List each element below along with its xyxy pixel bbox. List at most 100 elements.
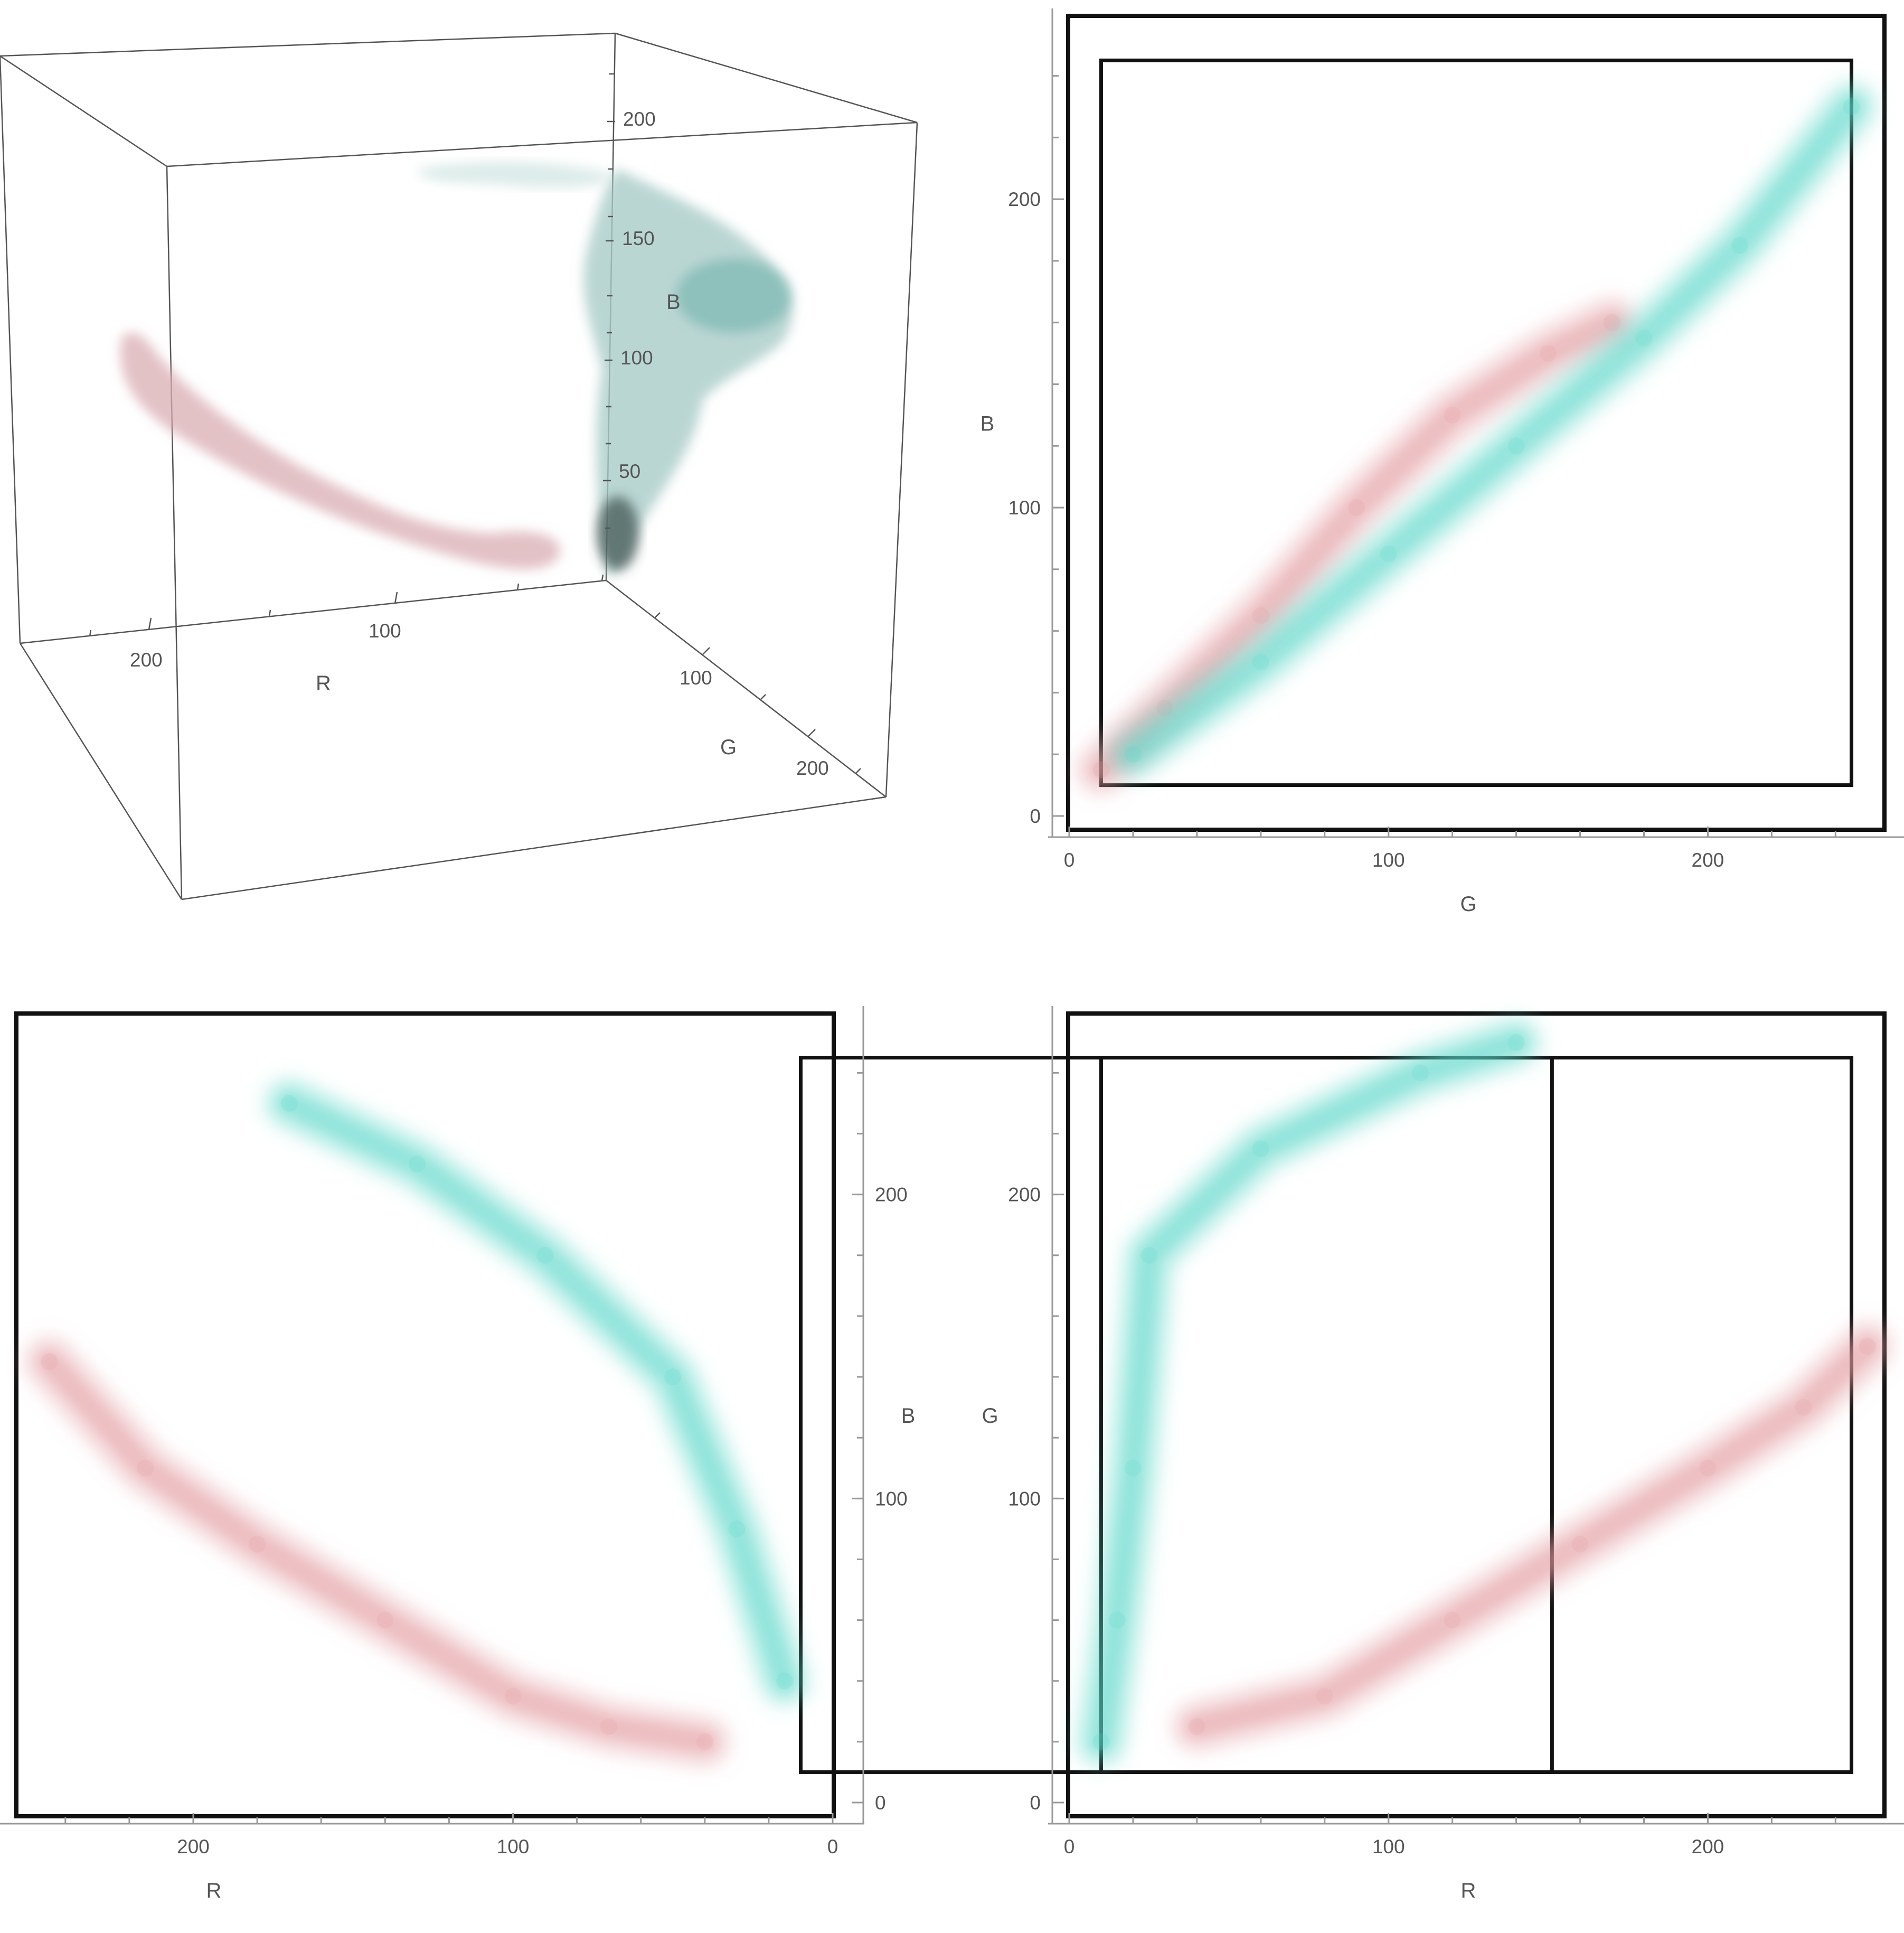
panel-g-vs-b: 0 100 200 0 100 200 G B — [981, 8, 1904, 916]
cube-r-ticks — [89, 574, 604, 637]
data-point — [1316, 1687, 1333, 1705]
x-axis-label: G — [1460, 893, 1476, 916]
y-axis-label: B — [901, 1404, 916, 1428]
x-tick-label: 100 — [1372, 849, 1405, 871]
panel-3d-cube: 200 150 100 50 B 200 100 R 100 200 G — [0, 32, 918, 900]
y-axis-label: B — [981, 412, 995, 436]
y-tick-label: 100 — [1008, 1488, 1041, 1509]
data-point — [1507, 1034, 1525, 1051]
cube-point-cloud — [120, 162, 792, 576]
y-tick-label: 200 — [1008, 1184, 1041, 1206]
data-point — [1635, 329, 1653, 346]
x-tick-label: 200 — [1692, 1836, 1724, 1857]
cube-r-axis-label: R — [316, 672, 331, 695]
outer-frame — [14, 1011, 836, 1818]
y-tick-label: 0 — [875, 1792, 886, 1814]
x-tick-label: 200 — [1692, 849, 1724, 871]
data-point — [280, 1094, 298, 1112]
cube-b-axis-label: B — [666, 290, 681, 314]
x-tick-label: 0 — [827, 1836, 838, 1857]
y-tick-label: 0 — [1030, 805, 1041, 827]
data-point — [1124, 746, 1142, 763]
data-point — [137, 1459, 154, 1477]
data-point — [408, 1156, 426, 1173]
panel-r-vs-g: 0 100 200 0 100 200 R G — [982, 1006, 1904, 1902]
cloud-band-cyan — [1109, 83, 1875, 778]
cube-b-ticks — [603, 73, 615, 529]
y-axis-label: G — [982, 1404, 998, 1428]
cube-r-tick-200: 200 — [130, 649, 163, 671]
x-axis-label: R — [206, 1879, 222, 1902]
cube-b-tick-200: 200 — [623, 108, 656, 130]
data-point — [1507, 437, 1525, 455]
x-axis-label: R — [1461, 1879, 1476, 1902]
cube-b-tick-50: 50 — [619, 461, 640, 482]
data-point — [1252, 1140, 1269, 1158]
y-tick-label: 100 — [875, 1488, 908, 1509]
data-point — [1859, 1338, 1876, 1355]
data-point — [1252, 653, 1269, 670]
cube-cyan-top-fringe — [417, 162, 612, 188]
data-point — [1795, 1399, 1812, 1416]
data-point — [728, 1520, 746, 1537]
data-point — [664, 1368, 682, 1385]
panel-r-vs-b: 200 100 0 0 100 200 R B — [0, 1006, 1554, 1902]
data-point — [1843, 98, 1860, 115]
data-point — [1412, 1064, 1429, 1082]
cube-b-tick-100: 100 — [620, 347, 653, 369]
cube-cyan-core — [676, 259, 792, 333]
cloud-band-pink — [1173, 1322, 1891, 1751]
x-tick-label: 0 — [1064, 1836, 1075, 1857]
data-point — [1380, 545, 1397, 562]
cloud-core-cyan — [278, 1092, 796, 1692]
data-point — [376, 1611, 394, 1629]
y-tick-label: 100 — [1008, 497, 1041, 519]
x-tick-label: 100 — [497, 1836, 530, 1857]
data-point — [600, 1718, 618, 1735]
data-point — [536, 1246, 554, 1264]
data-point — [1348, 499, 1365, 517]
data-point — [249, 1535, 266, 1553]
cube-edges — [0, 32, 918, 900]
cube-b-tick-150: 150 — [622, 228, 655, 249]
data-point — [1540, 345, 1557, 362]
cube-g-tick-100: 100 — [680, 667, 712, 689]
cube-g-tick-200: 200 — [796, 757, 829, 779]
cloud-core-cyan — [1122, 96, 1862, 765]
y-tick-label: 0 — [1030, 1792, 1041, 1814]
data-point — [1731, 237, 1748, 254]
cube-g-axis-label: G — [720, 736, 737, 759]
y-tick-label: 200 — [1008, 189, 1041, 210]
cube-dark-base — [597, 496, 639, 570]
data-point — [1252, 607, 1269, 624]
inner-frame — [1099, 58, 1854, 787]
cloud-core-cyan — [1090, 1031, 1527, 1753]
cube-g-ticks — [654, 612, 861, 774]
data-point — [1124, 1459, 1142, 1477]
data-point — [1092, 761, 1110, 778]
cloud-core-pink — [39, 1351, 716, 1753]
data-point — [1604, 314, 1620, 331]
outer-frame — [1066, 14, 1887, 832]
data-point — [776, 1672, 794, 1690]
x-tick-label: 200 — [177, 1836, 210, 1857]
data-point — [1699, 1459, 1717, 1477]
data-point — [1444, 1611, 1461, 1629]
cube-r-tick-100: 100 — [369, 620, 401, 642]
data-point — [1108, 1611, 1126, 1629]
data-point — [696, 1733, 713, 1750]
data-point — [1444, 406, 1461, 424]
x-tick-label: 100 — [1372, 1836, 1405, 1857]
data-point — [504, 1687, 522, 1705]
outer-frame — [1066, 1011, 1887, 1818]
data-point — [1092, 1733, 1110, 1750]
data-point — [1140, 1246, 1158, 1264]
data-point — [1188, 1718, 1205, 1735]
cloud-band-pink — [25, 1338, 729, 1766]
x-tick-label: 0 — [1064, 849, 1075, 871]
cube-pink-cluster — [120, 332, 560, 569]
data-point — [41, 1353, 58, 1371]
cloud-core-pink — [1186, 1336, 1879, 1738]
data-point — [1571, 1535, 1589, 1553]
